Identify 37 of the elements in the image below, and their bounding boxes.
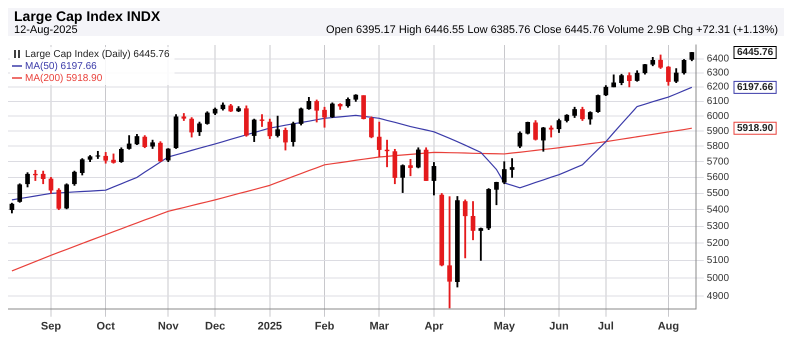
y-tick-label: 6100 [706, 96, 730, 108]
y-tick-label: 5300 [706, 221, 730, 232]
x-tick-label: Jun [549, 320, 570, 332]
y-tick-label: 5400 [706, 204, 730, 216]
x-tick-label: Sep [40, 320, 62, 332]
y-tick-label: 5700 [706, 156, 730, 168]
y-tick-label: 6200 [706, 82, 730, 93]
y-tick-label: 4900 [706, 290, 730, 302]
chart-title: Large Cap Index INDX [14, 8, 160, 24]
y-tick-label: 6400 [706, 54, 730, 65]
y-tick-label: 5900 [706, 126, 730, 137]
text: 6197.66 [737, 82, 774, 94]
x-tick-label: Mar [369, 320, 390, 332]
x-tick-label: Nov [158, 320, 180, 332]
legend-label: MA(50) 6197.66 [25, 60, 98, 72]
y-tick-label: 5000 [706, 272, 730, 284]
y-tick-label: 5500 [706, 188, 730, 200]
y-tick-label: 5200 [706, 238, 730, 249]
chart-subtitle: 12-Aug-2025 [14, 24, 78, 36]
x-tick-label: Oct [96, 320, 116, 332]
y-tick-label: 5600 [706, 172, 730, 184]
x-tick-label: May [494, 320, 516, 332]
x-tick-label: Aug [658, 320, 680, 332]
x-tick-label: Apr [424, 320, 444, 332]
y-tick-label: 5100 [706, 255, 730, 266]
text: 6445.76 [737, 47, 774, 58]
x-tick-label: Jul [598, 320, 614, 332]
x-tick-label: Dec [205, 320, 226, 332]
y-tick-label: 5800 [706, 140, 730, 152]
legend-label: MA(200) 5918.90 [25, 72, 103, 84]
x-tick-label: Feb [314, 320, 335, 332]
y-tick-label: 6000 [706, 110, 730, 122]
text: 5918.90 [737, 122, 774, 134]
y-tick-label: 6300 [706, 68, 730, 79]
x-tick-label: 2025 [258, 320, 282, 332]
text: Open 6395.17 High 6446.55 Low 6385.76 Close 6445.76 Volume 2.9B Chg +72.31 (+1.13%) [326, 24, 778, 36]
legend-label: Large Cap Index (Daily) 6445.76 [25, 48, 170, 60]
